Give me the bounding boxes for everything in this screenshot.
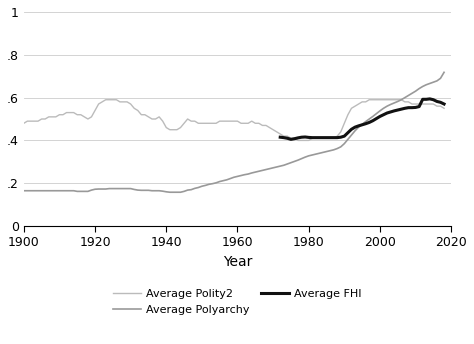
- Legend: Average Polity2, Average Polyarchy, Average FHI: Average Polity2, Average Polyarchy, Aver…: [113, 289, 362, 315]
- X-axis label: Year: Year: [223, 255, 252, 269]
